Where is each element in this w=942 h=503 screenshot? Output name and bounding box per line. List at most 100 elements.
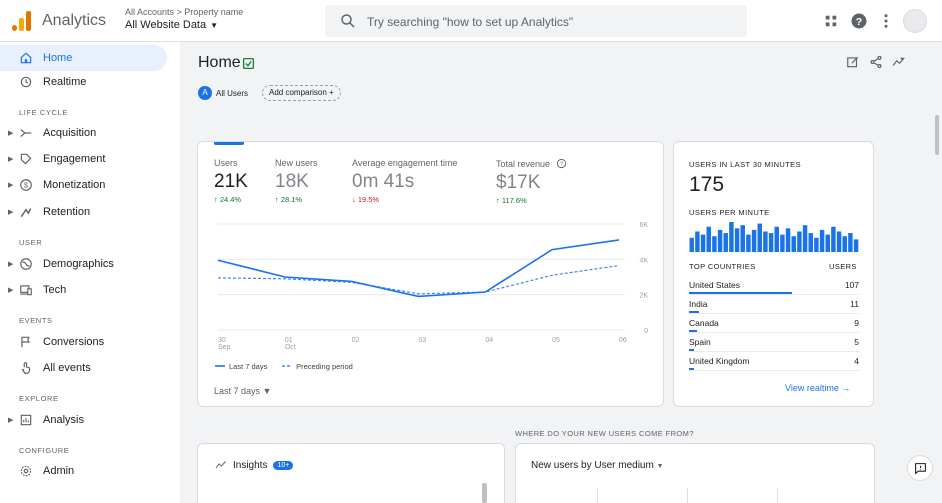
analysis-icon xyxy=(20,414,32,426)
users-per-minute-label: USERS PER MINUTE xyxy=(689,208,770,217)
engagement-icon xyxy=(20,153,32,165)
sidebar-item-demographics[interactable]: ▶ Demographics xyxy=(0,251,167,277)
verified-report-icon[interactable] xyxy=(242,57,255,70)
x-tick-label: 06 xyxy=(619,337,627,344)
analytics-logo[interactable] xyxy=(12,9,32,31)
sidebar-item-engagement[interactable]: ▶ Engagement xyxy=(0,146,167,172)
sidebar-item-all-events[interactable]: All events xyxy=(0,355,167,381)
help-outline-icon[interactable]: ? xyxy=(556,158,567,169)
new-users-section-heading: WHERE DO YOUR NEW USERS COME FROM? xyxy=(515,429,694,438)
sidebar-item-monetization[interactable]: ▶ $ Monetization xyxy=(0,172,167,198)
metric-change: ↑ 117.6% xyxy=(496,196,527,205)
apps-icon[interactable] xyxy=(822,12,840,30)
sidebar-item-label: Conversions xyxy=(43,336,105,348)
metric-change: ↓ 19.5% xyxy=(352,195,380,204)
country-name: United States xyxy=(689,280,741,290)
retention-icon xyxy=(20,208,32,218)
svg-text:?: ? xyxy=(856,16,862,28)
y-tick-label: 2K xyxy=(639,293,648,300)
home-icon xyxy=(20,52,32,64)
country-share-bar xyxy=(689,292,792,294)
per-minute-bar xyxy=(853,239,859,252)
sidebar-item-label: Monetization xyxy=(43,179,106,191)
new-users-card xyxy=(515,443,875,503)
sidebar-item-admin[interactable]: Admin xyxy=(0,458,167,484)
country-users: 5 xyxy=(854,337,859,347)
sidebar: Home Realtime LIFE CYCLE ▶ Acquisition ▶… xyxy=(0,42,180,503)
search-bar[interactable]: Try searching "how to set up Analytics" xyxy=(325,5,747,37)
country-row: United States 107 xyxy=(689,276,859,295)
per-minute-bar xyxy=(836,231,842,252)
metric-label: New users xyxy=(275,158,318,168)
per-minute-bar xyxy=(802,225,808,252)
realtime-value: 175 xyxy=(689,173,725,196)
share-icon[interactable] xyxy=(869,55,883,69)
sidebar-item-retention[interactable]: ▶ Retention xyxy=(0,199,167,225)
sidebar-item-label: All events xyxy=(43,362,91,374)
avatar[interactable] xyxy=(903,9,927,33)
metric-total-revenue[interactable]: Total revenue ? $17K ↑ 117.6% xyxy=(496,158,567,205)
page-scrollbar[interactable] xyxy=(935,115,939,155)
series-line-preceding-period xyxy=(217,264,620,295)
insights-header[interactable]: Insights 10+ xyxy=(214,459,294,471)
metric-change: ↑ 28.1% xyxy=(275,195,303,204)
expand-arrow-icon: ▶ xyxy=(8,130,14,137)
country-share-bar xyxy=(689,368,694,370)
per-minute-bar xyxy=(791,236,796,252)
section-configure: CONFIGURE xyxy=(19,446,70,455)
country-name: Spain xyxy=(689,337,711,347)
devices-icon xyxy=(20,285,32,296)
add-comparison-button[interactable]: Add comparison + xyxy=(262,85,341,101)
search-icon xyxy=(341,14,355,28)
country-share-bar xyxy=(689,349,695,351)
help-icon[interactable]: ? xyxy=(850,12,868,30)
sidebar-item-realtime[interactable]: Realtime xyxy=(0,69,167,95)
metric-engagement-time[interactable]: Average engagement time 0m 41s ↓ 19.5% xyxy=(352,158,457,204)
new-users-dimension-dropdown[interactable]: New users by User medium ▼ xyxy=(531,460,664,471)
section-lifecycle: LIFE CYCLE xyxy=(19,108,68,117)
date-range-dropdown[interactable]: Last 7 days ▼ xyxy=(214,386,271,396)
grid-divider xyxy=(597,488,598,503)
sidebar-item-tech[interactable]: ▶ Tech xyxy=(0,277,167,303)
sidebar-item-label: Acquisition xyxy=(43,127,97,139)
per-minute-bar xyxy=(774,226,779,252)
chevron-down-icon: ▼ xyxy=(210,21,219,30)
globe-icon xyxy=(20,258,32,270)
per-minute-bar xyxy=(700,234,706,252)
more-vert-icon[interactable] xyxy=(877,12,895,30)
feedback-button[interactable] xyxy=(907,455,933,481)
users-line-chart: 6K 4K 2K 0 30 Sep 01 Oct 02 03 04 05 06 Last 7 days Pr… xyxy=(215,222,648,371)
insights-badge: 10+ xyxy=(273,460,294,470)
top-countries-header: TOP COUNTRIES xyxy=(689,262,756,271)
top-app-bar: Analytics All Accounts > Property name A… xyxy=(0,0,942,42)
x-tick-label: 05 xyxy=(552,337,560,344)
insights-card xyxy=(197,443,505,503)
sidebar-item-acquisition[interactable]: ▶ Acquisition xyxy=(0,120,167,146)
insights-icon[interactable] xyxy=(892,55,906,69)
all-users-chip[interactable]: A All Users xyxy=(198,85,248,101)
legend-label: Preceding period xyxy=(296,362,353,371)
sidebar-item-label: Admin xyxy=(43,465,75,477)
plus-icon: + xyxy=(329,88,334,97)
property-name: All Website Data xyxy=(125,19,207,31)
per-minute-bar xyxy=(808,233,813,252)
sidebar-item-conversions[interactable]: Conversions xyxy=(0,329,167,355)
per-minute-bar xyxy=(763,231,768,252)
metric-users[interactable]: Users 21K ↑ 24.4% xyxy=(214,158,248,204)
metric-new-users[interactable]: New users 18K ↑ 28.1% xyxy=(275,158,318,204)
country-users: 9 xyxy=(854,318,859,328)
per-minute-bar xyxy=(734,228,740,252)
sidebar-item-home[interactable]: Home xyxy=(0,45,167,71)
sidebar-item-analysis[interactable]: ▶ Analysis xyxy=(0,407,167,433)
expand-arrow-icon: ▶ xyxy=(8,156,14,163)
add-comparison-label: Add comparison xyxy=(269,88,327,97)
property-selector[interactable]: All Accounts > Property name All Website… xyxy=(125,7,243,31)
per-minute-bar xyxy=(740,225,745,252)
customize-report-icon[interactable] xyxy=(846,55,860,69)
view-realtime-link[interactable]: View realtime → xyxy=(785,383,851,393)
country-users: 107 xyxy=(844,280,859,290)
expand-arrow-icon: ▶ xyxy=(8,287,14,294)
insights-scrollbar[interactable] xyxy=(482,483,487,503)
country-name: Canada xyxy=(689,318,719,328)
per-minute-bar xyxy=(729,222,734,252)
